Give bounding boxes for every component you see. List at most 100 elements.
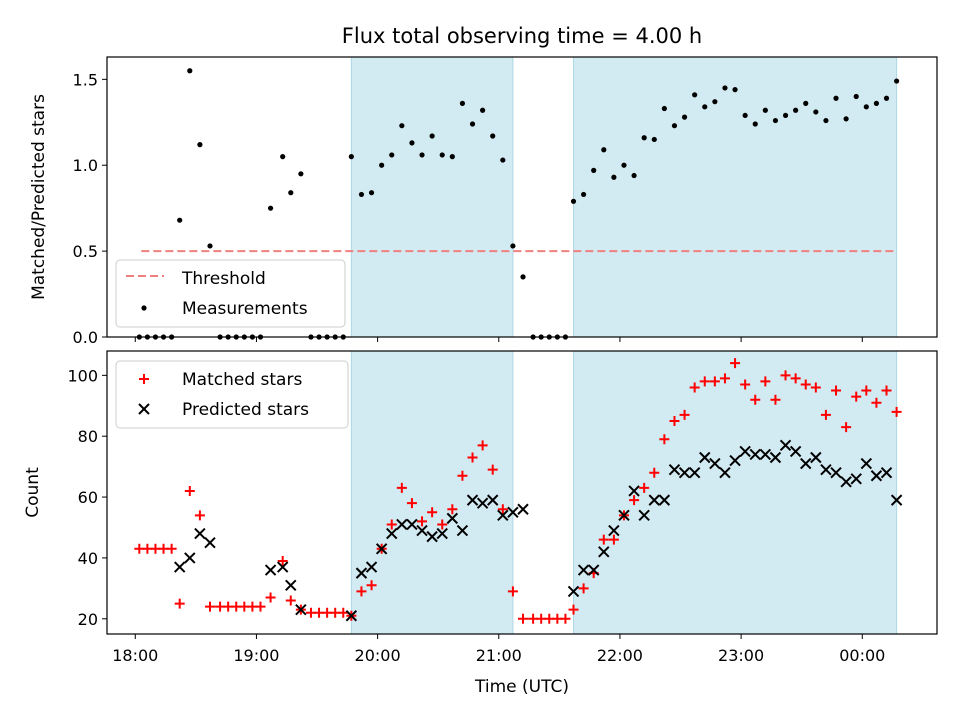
y-tick-label: 0.0	[73, 328, 98, 347]
predicted-star-point	[870, 470, 883, 482]
matched-star-point	[669, 415, 680, 426]
matched-star-point	[608, 534, 619, 545]
predicted-star-point	[779, 439, 792, 452]
measurement-point	[853, 93, 859, 100]
measurement-point	[591, 167, 597, 173]
measurement-point	[702, 104, 708, 110]
measurement-point	[772, 117, 779, 124]
matched-star-point	[487, 464, 498, 475]
predicted-star-point	[648, 494, 660, 506]
top-panel: 0.0 0.5 1.0 1.5 Matched/Predicted stars Thres…	[29, 56, 938, 347]
measurement-point	[480, 107, 486, 113]
shaded-interval	[350, 350, 514, 635]
predicted-star-point	[749, 448, 761, 461]
matched-star-point	[659, 434, 670, 445]
matched-star-point	[891, 406, 902, 417]
matched-star-point	[719, 373, 730, 384]
matched-star-point	[568, 604, 579, 615]
predicted-star-point	[517, 503, 529, 515]
x-tick-label: 20:00	[355, 646, 401, 665]
y-tick-label: 20	[78, 610, 98, 629]
matched-star-point	[770, 394, 781, 405]
predicted-star-point	[446, 512, 459, 525]
matched-star-point	[750, 394, 761, 405]
measurement-point	[368, 190, 375, 196]
predicted-star-point	[608, 524, 620, 537]
predicted-star-point	[507, 506, 519, 518]
matched-star-point	[800, 379, 811, 390]
predicted-star-point	[789, 445, 802, 458]
measurement-point	[782, 112, 789, 119]
measurement-point	[742, 112, 748, 119]
predicted-star-point	[658, 494, 671, 506]
measurement-point	[732, 87, 738, 93]
legend-box	[115, 259, 346, 328]
measurement-point	[348, 154, 354, 160]
plot-frame	[106, 350, 938, 635]
measurement-point	[692, 92, 698, 98]
legend: Matched stars Predicted stars	[115, 360, 349, 429]
x-tick-label: 23:00	[718, 646, 764, 665]
measurement-point	[500, 157, 506, 163]
measurement-point	[298, 171, 304, 177]
predicted-star-point	[638, 509, 650, 522]
x-tick-label: 19:00	[233, 646, 279, 665]
matched-star-point	[457, 470, 468, 481]
y-tick-label: 80	[78, 427, 98, 446]
y-axis-label: Count	[23, 467, 43, 518]
measurement-point	[631, 172, 637, 179]
predicted-star-point	[456, 524, 469, 537]
predicted-star-point	[204, 537, 216, 549]
predicted-star-point	[173, 561, 186, 573]
legend-label: Threshold	[181, 269, 266, 289]
measurement-point	[570, 198, 577, 204]
predicted-star-point	[466, 494, 479, 506]
matched-star-point	[338, 607, 349, 618]
predicted-star-point	[880, 467, 893, 479]
predicted-star-point	[567, 585, 580, 598]
measurement-point	[681, 114, 688, 120]
measurement-point	[207, 243, 213, 249]
measurement-point	[429, 133, 435, 139]
measurement-point	[803, 100, 809, 106]
matched-star-point	[406, 498, 417, 509]
measurement-point	[510, 243, 516, 249]
measurement-point	[752, 121, 758, 127]
matched-star-point	[507, 586, 518, 597]
matched-star-point	[560, 613, 571, 624]
predicted-star-point	[890, 494, 903, 506]
predicted-star-point	[688, 467, 701, 479]
matched-star-point	[204, 601, 215, 612]
legend: Threshold Measurements	[115, 259, 346, 328]
predicted-star-point	[285, 579, 297, 592]
measurement-point	[580, 191, 587, 198]
measurement-point	[267, 205, 274, 211]
matched-star-point	[497, 504, 508, 515]
predicted-star-point	[264, 564, 277, 576]
predicted-star-point	[426, 530, 438, 543]
predicted-star-point	[476, 497, 489, 509]
predicted-star-point	[618, 509, 630, 522]
predicted-star-point	[345, 610, 358, 622]
matched-star-point	[740, 379, 751, 390]
matched-star-point	[851, 391, 862, 402]
measurement-point	[399, 123, 405, 129]
matched-star-point	[831, 385, 842, 396]
matched-star-point	[386, 519, 397, 530]
measurement-point	[621, 162, 627, 168]
measurement-point	[459, 100, 466, 106]
measurement-point	[469, 121, 476, 127]
legend-box	[115, 360, 349, 429]
matched-star-point	[760, 376, 771, 387]
predicted-star-point	[719, 467, 731, 479]
predicted-star-point	[295, 603, 307, 616]
matched-star-point	[730, 358, 741, 369]
measurement-point	[288, 190, 294, 196]
matched-star-point	[277, 555, 288, 566]
matched-star-point	[881, 385, 892, 396]
predicted-star-point	[699, 451, 711, 464]
matched-star-point	[477, 440, 488, 451]
predicted-star-point	[850, 473, 862, 485]
measurement-point	[712, 99, 718, 105]
predicted-star-point	[184, 552, 196, 564]
